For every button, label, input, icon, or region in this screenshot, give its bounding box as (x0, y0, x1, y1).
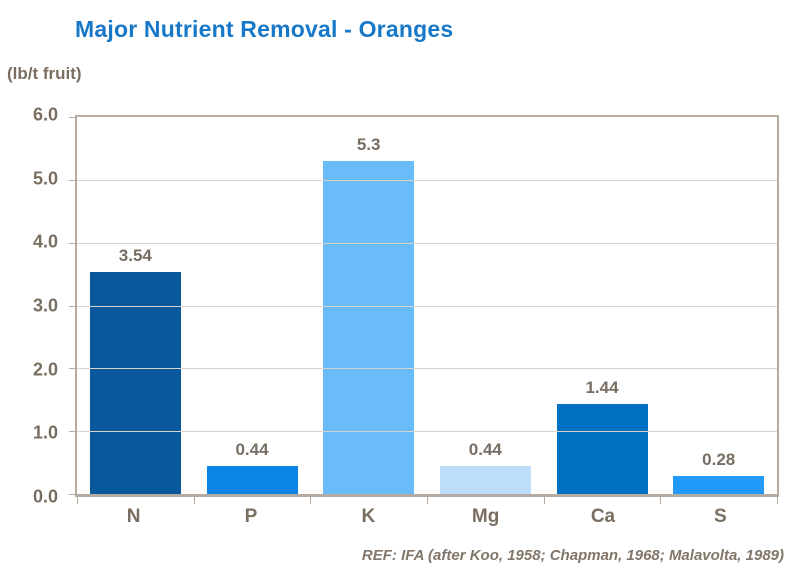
x-axis-tick (660, 497, 662, 504)
gridline (77, 431, 777, 433)
x-axis-category-label-S: S (713, 506, 727, 527)
gridline (77, 242, 777, 244)
y-axis-tick (69, 242, 77, 244)
bar-N: 3.54 (89, 246, 181, 494)
y-axis-tick-label: 2.0 (32, 359, 58, 380)
y-axis-tick (69, 494, 77, 495)
bar-slot-Mg: 0.44 (427, 117, 544, 494)
bar-value-label-Mg: 0.44 (468, 440, 502, 460)
gridline (77, 368, 777, 370)
bar-S: 0.28 (673, 450, 765, 494)
y-axis-tick (69, 179, 77, 181)
x-axis-tick (777, 497, 778, 504)
x-axis-category-label-Ca: Ca (590, 506, 616, 527)
x-axis-tick (543, 497, 545, 504)
gridline (77, 305, 777, 307)
bar-Ca: 1.44 (556, 378, 648, 494)
y-axis-tick-label: 5.0 (32, 168, 58, 189)
x-axis-category-labels: N P K Mg Ca S (75, 506, 779, 528)
bar-series: 3.54 0.44 5.3 0.44 1.44 0.28 (77, 117, 777, 494)
bar-Mg: 0.44 (439, 440, 531, 494)
bar-P: 0.44 (206, 440, 298, 494)
y-axis-tick-label: 3.0 (32, 295, 58, 316)
y-axis-tick (69, 305, 77, 307)
bar-K: 5.3 (323, 135, 415, 494)
bar-slot-K: 5.3 (310, 117, 427, 494)
bar-value-label-K: 5.3 (356, 134, 381, 154)
chart-title: Major Nutrient Removal - Oranges (75, 16, 454, 42)
y-axis-tick-label: 1.0 (32, 422, 58, 443)
y-axis-tick (69, 117, 77, 118)
y-axis-units-label: (lb/t fruit) (7, 64, 82, 83)
bar-slot-S: 0.28 (660, 117, 777, 494)
x-axis-category-label-N: N (126, 506, 141, 527)
bar-value-label-Ca: 1.44 (585, 377, 619, 397)
x-axis-tick (427, 497, 428, 504)
y-axis-tick-label: 4.0 (32, 231, 58, 252)
plot-area: 3.54 0.44 5.3 0.44 1.44 0.28 (69, 115, 779, 504)
y-axis-tick (69, 368, 77, 370)
y-axis-tick-label: 0.0 (32, 486, 58, 507)
bar-value-label-S: 0.28 (702, 450, 736, 470)
y-axis-tick-label: 6.0 (32, 104, 58, 125)
y-axis-tick-labels: 0.0 1.0 2.0 3.0 4.0 5.0 6.0 (0, 105, 58, 507)
gridline (77, 179, 777, 181)
x-axis-category-label-P: P (244, 506, 258, 527)
x-axis-tick (310, 497, 312, 504)
reference-citation: REF: IFA (after Koo, 1958; Chapman, 1968… (361, 547, 784, 564)
bar-slot-P: 0.44 (194, 117, 311, 494)
bar-value-label-P: 0.44 (235, 440, 269, 460)
x-axis-tick (193, 497, 195, 504)
x-axis-tick (77, 497, 78, 504)
bar-slot-N: 3.54 (77, 117, 194, 494)
x-axis-category-label-K: K (361, 506, 376, 527)
bar-slot-Ca: 1.44 (544, 117, 661, 494)
y-axis-tick (69, 431, 77, 433)
bar-value-label-N: 3.54 (118, 245, 152, 265)
x-axis-category-label-Mg: Mg (471, 506, 500, 527)
